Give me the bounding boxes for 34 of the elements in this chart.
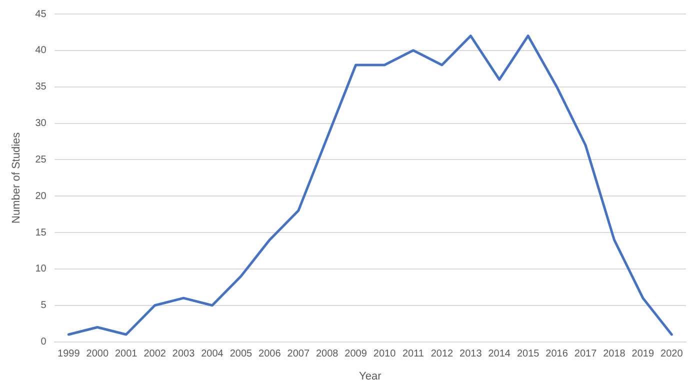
y-tick-label: 5: [40, 300, 47, 312]
x-tick-label: 2017: [574, 348, 598, 360]
x-tick-label: 2011: [402, 348, 424, 360]
y-tick-label: 30: [35, 118, 47, 130]
y-tick-label: 0: [40, 336, 47, 348]
x-tick-label: 2007: [287, 348, 310, 360]
x-axis-title: Year: [359, 370, 382, 382]
x-tick-label: 1999: [58, 348, 80, 360]
x-tick-label: 2002: [144, 348, 166, 360]
y-tick-label: 35: [35, 82, 47, 93]
y-axis-title: Number of Studies: [10, 132, 23, 224]
y-tick-label: 15: [35, 227, 47, 238]
x-tick-label: 2019: [632, 348, 654, 360]
x-tick-label: 2005: [230, 348, 253, 360]
x-tick-label: 2013: [460, 348, 482, 360]
x-tick-label: 2009: [344, 348, 368, 360]
x-tick-label: 2016: [546, 348, 568, 360]
x-tick-label: 2015: [516, 348, 540, 360]
x-tick-label: 2014: [488, 348, 511, 360]
x-tick-label: 2003: [172, 348, 196, 360]
y-tick-label: 20: [35, 190, 47, 202]
y-tick-label: 40: [35, 45, 47, 56]
x-tick-label: 2004: [201, 348, 224, 360]
x-tick-label: 2008: [316, 348, 339, 360]
x-tick-label: 2000: [86, 348, 109, 360]
x-tick-label: 2012: [430, 348, 454, 360]
y-tick-label: 45: [35, 8, 47, 20]
x-tick-label: 2010: [373, 348, 396, 360]
x-tick-label: 2018: [603, 348, 626, 360]
x-tick-label: 2006: [258, 348, 282, 360]
x-tick-label: 2001: [114, 348, 138, 360]
y-tick-label: 25: [35, 154, 47, 166]
x-tick-label: 2020: [660, 348, 684, 360]
y-tick-label: 10: [35, 264, 47, 275]
